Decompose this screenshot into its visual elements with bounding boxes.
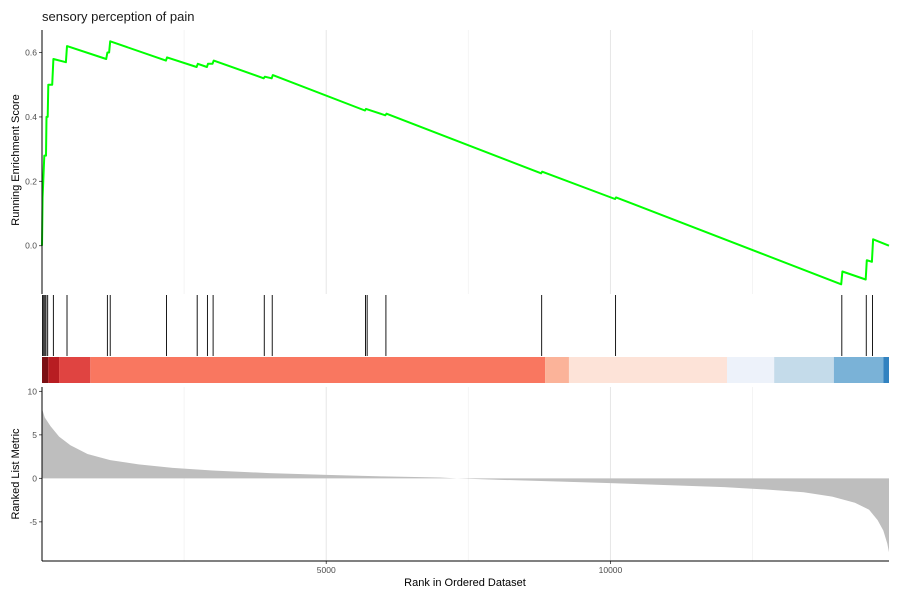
x-tick-label: 10000 bbox=[599, 565, 623, 575]
color-strip-segment bbox=[726, 357, 775, 383]
ranked-metric-area bbox=[42, 408, 889, 553]
x-axis-label: Rank in Ordered Dataset bbox=[404, 577, 526, 589]
running-score-panel bbox=[41, 40, 890, 286]
color-strip-segment bbox=[833, 357, 884, 383]
rank-color-strip bbox=[42, 357, 889, 383]
color-strip-segment bbox=[59, 357, 91, 383]
y-tick-label-ranked-metric: 0 bbox=[32, 473, 37, 483]
y-tick-label-running-score: 0.6 bbox=[25, 48, 37, 58]
gridlines bbox=[183, 30, 753, 561]
y-axis-label-running-score: Running Enrichment Score bbox=[10, 94, 22, 225]
color-strip-segment bbox=[48, 357, 60, 383]
y-tick-label-ranked-metric: 5 bbox=[32, 430, 37, 440]
color-strip-segment bbox=[90, 357, 546, 383]
color-strip-segment bbox=[545, 357, 569, 383]
color-strip-segment bbox=[568, 357, 727, 383]
y-tick-label-running-score: 0.0 bbox=[25, 241, 37, 251]
x-tick-label: 5000 bbox=[317, 565, 336, 575]
axes: 0.0 0.2 0.4 0.6 10 5 0 -5 5000 10000 bbox=[25, 30, 889, 575]
y-tick-label-running-score: 0.2 bbox=[25, 176, 37, 186]
color-strip-segment bbox=[883, 357, 889, 383]
color-strip-segment bbox=[774, 357, 834, 383]
ranked-metric-panel bbox=[42, 408, 889, 553]
running-score-line bbox=[41, 40, 890, 286]
y-axis-label-ranked-metric: Ranked List Metric bbox=[10, 428, 22, 520]
hits-panel bbox=[42, 295, 873, 356]
y-tick-label-running-score: 0.4 bbox=[25, 112, 37, 122]
chart-title: sensory perception of pain bbox=[42, 9, 194, 24]
color-strip-segment bbox=[42, 357, 49, 383]
y-tick-label-ranked-metric: 10 bbox=[28, 386, 38, 396]
y-tick-label-ranked-metric: -5 bbox=[29, 517, 37, 527]
